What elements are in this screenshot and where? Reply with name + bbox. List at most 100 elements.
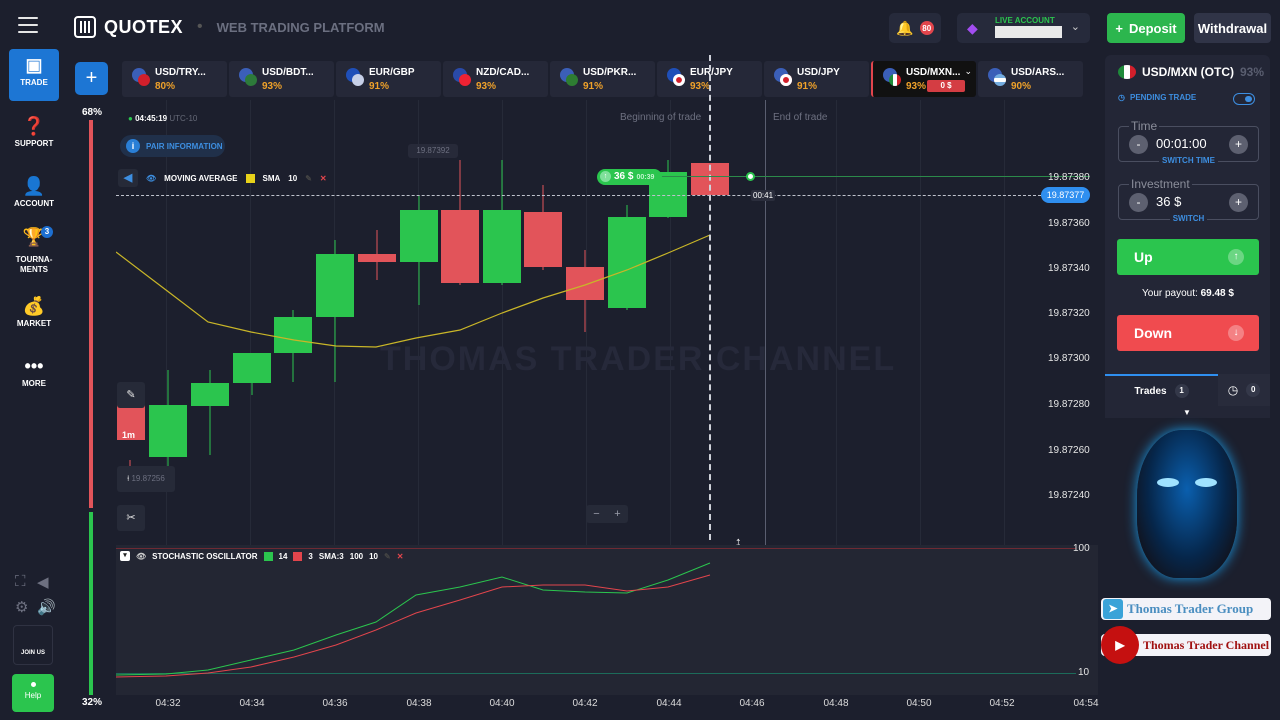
join-us-button[interactable]: JOIN US — [13, 625, 53, 665]
sidebar-label: SUPPORT — [14, 139, 54, 148]
asset-tab[interactable]: EUR/GBP 91% — [336, 61, 441, 97]
up-button[interactable]: Up ↑ — [1117, 239, 1259, 275]
tournament-badge: 3 — [41, 226, 53, 238]
sentiment-down-percent: 32% — [81, 697, 102, 708]
asset-tab[interactable]: NZD/CAD... 93% — [443, 61, 548, 97]
time-decrease-button[interactable]: - — [1129, 135, 1148, 154]
oscillator-name: STOCHASTIC OSCILLATOR — [152, 551, 258, 561]
timeframe-selector[interactable]: 1m — [122, 430, 136, 440]
eye-icon[interactable]: 👁 — [136, 551, 147, 561]
time-value[interactable]: 00:01:00 — [1156, 136, 1207, 151]
sidebar-item-more[interactable]: ••• MORE — [9, 350, 59, 402]
back-arrow-icon[interactable]: ◀ — [37, 574, 49, 591]
resize-cursor-icon[interactable]: ↕ — [735, 534, 742, 549]
asset-tab-selected[interactable]: USD/MXN... 93% 0 $ ⌄ — [871, 61, 976, 97]
asset-tab[interactable]: USD/TRY... 80% — [122, 61, 227, 97]
sidebar-item-tournaments[interactable]: 🏆 3 TOURNA- MENTS — [9, 226, 59, 278]
pending-count: 0 — [1246, 383, 1261, 397]
trade-panel — [1105, 55, 1270, 405]
pending-trade-toggle[interactable] — [1233, 93, 1255, 105]
sidebar-label: ACCOUNT — [14, 199, 54, 208]
current-price-badge: 19.87377 — [1041, 187, 1090, 203]
sidebar-item-support[interactable]: ❓ SUPPORT — [9, 110, 59, 162]
k-period: 14 — [278, 551, 288, 561]
withdrawal-button[interactable]: Withdrawal — [1194, 13, 1271, 43]
d-period: 3 — [308, 551, 313, 561]
fullscreen-icon[interactable]: ⛶ — [15, 573, 26, 590]
time-increase-button[interactable]: + — [1229, 135, 1248, 154]
chart-icon: ▣ — [25, 55, 43, 75]
open-trade-line — [660, 176, 1090, 177]
sidebar-item-market[interactable]: 💰 MARKET — [9, 290, 59, 342]
edit-pencil-icon[interactable]: ✎ — [384, 551, 391, 561]
clock-time: 04:45:19 — [135, 114, 168, 123]
sentiment-down-bar — [89, 120, 93, 508]
tab-trades[interactable]: Trades 1 — [1105, 374, 1218, 406]
arrow-up-icon: ↑ — [1228, 249, 1244, 265]
sidebar-item-trade[interactable]: ▣ TRADE — [9, 49, 59, 101]
draw-pencil-tool[interactable]: ✎ — [117, 382, 145, 408]
investment-value[interactable]: 36 $ — [1156, 194, 1182, 209]
help-button[interactable]: Help — [12, 674, 54, 712]
remove-indicator-icon[interactable]: ✕ — [396, 551, 404, 561]
price-tick: 19.87360 — [1048, 218, 1090, 229]
sound-icon[interactable]: 🔊 — [37, 599, 56, 616]
collapse-arrow-icon[interactable]: ◀ — [118, 169, 138, 187]
notifications-button[interactable]: 🔔 80 — [889, 13, 941, 43]
asset-tab[interactable]: USD/BDT... 93% — [229, 61, 334, 97]
asset-tab[interactable]: USD/ARS... 90% — [978, 61, 1083, 97]
oscillator-lower: 10 — [369, 551, 379, 561]
clock-icon: ◷ — [1118, 93, 1125, 102]
asset-tab[interactable]: USD/JPY 91% — [764, 61, 869, 97]
open-trade-marker[interactable]: ↑ 36 $00:39 — [597, 169, 662, 185]
arrow-up-icon: ↑ — [600, 171, 611, 182]
investment-decrease-button[interactable]: - — [1129, 193, 1148, 212]
chevron-down-icon: ⌄ — [964, 66, 972, 76]
notification-badge: 80 — [919, 21, 934, 35]
zoom-out-button[interactable]: − — [593, 508, 600, 520]
trades-tabs: Trades 1 ◷ 0 ▼ — [1105, 374, 1270, 418]
sentiment-up-bar — [89, 512, 93, 695]
indicators-tool[interactable]: ✂ — [117, 505, 145, 531]
price-chart[interactable]: THOMAS TRADER CHANNEL — [116, 100, 1098, 695]
oscillator-axis-upper: 100 — [1073, 543, 1090, 554]
info-icon: i — [126, 139, 140, 153]
add-asset-button[interactable]: + — [75, 62, 108, 95]
edit-pencil-icon[interactable]: ✎ — [305, 173, 312, 183]
asset-tab[interactable]: USD/PKR... 91% — [550, 61, 655, 97]
diamond-icon: ◆ — [967, 20, 978, 36]
watermark: THOMAS TRADER CHANNEL — [380, 340, 897, 378]
eye-icon[interactable]: 👁 — [146, 173, 157, 183]
down-button[interactable]: Down ↓ — [1117, 315, 1259, 351]
telegram-banner[interactable]: ➤ Thomas Trader Group — [1101, 598, 1271, 620]
youtube-banner[interactable]: ▶ Thomas Trader Channel — [1101, 626, 1271, 664]
selected-asset-title: USD/MXN (OTC) 93% — [1118, 65, 1264, 79]
chart-type-button[interactable]: ⍿ 19.87256 — [117, 466, 175, 492]
indicator-type: SMA — [262, 173, 281, 183]
sidebar-item-account[interactable]: 👤 ACCOUNT — [9, 170, 59, 222]
expand-caret-icon[interactable]: ▼ — [1183, 408, 1191, 417]
switch-time-link[interactable]: SWITCH TIME — [1159, 156, 1218, 165]
indicator-color-swatch[interactable] — [245, 173, 255, 183]
switch-link[interactable]: SWITCH — [1169, 214, 1208, 223]
deposit-label: Deposit — [1128, 20, 1177, 36]
d-color-swatch[interactable] — [293, 551, 303, 561]
trade-end-point — [746, 172, 755, 181]
zoom-controls[interactable]: − + — [586, 505, 628, 523]
k-color-swatch[interactable] — [263, 551, 273, 561]
zoom-in-button[interactable]: + — [614, 508, 621, 520]
join-us-label: JOIN US — [20, 650, 45, 656]
price-tick: 19.87340 — [1048, 263, 1090, 274]
settings-gear-icon[interactable]: ⚙ — [15, 599, 29, 616]
user-icon: 👤 — [22, 176, 46, 196]
menu-toggle-button[interactable] — [18, 17, 38, 33]
deposit-button[interactable]: + Deposit — [1107, 13, 1185, 43]
pair-information-button[interactable]: i PAIR INFORMATION — [120, 135, 225, 157]
investment-increase-button[interactable]: + — [1229, 193, 1248, 212]
sentiment-up-percent: 68% — [81, 107, 102, 118]
tab-pending[interactable]: ◷ 0 — [1218, 374, 1270, 406]
sidebar-label: MARKET — [16, 319, 52, 328]
remove-indicator-icon[interactable]: ✕ — [319, 173, 327, 183]
collapse-icon[interactable]: ▾ — [120, 551, 130, 561]
account-switcher[interactable]: ◆ LIVE ACCOUNT ⌄ — [957, 13, 1090, 43]
